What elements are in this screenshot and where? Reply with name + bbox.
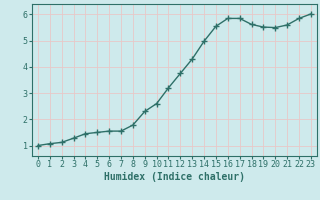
- X-axis label: Humidex (Indice chaleur): Humidex (Indice chaleur): [104, 172, 245, 182]
